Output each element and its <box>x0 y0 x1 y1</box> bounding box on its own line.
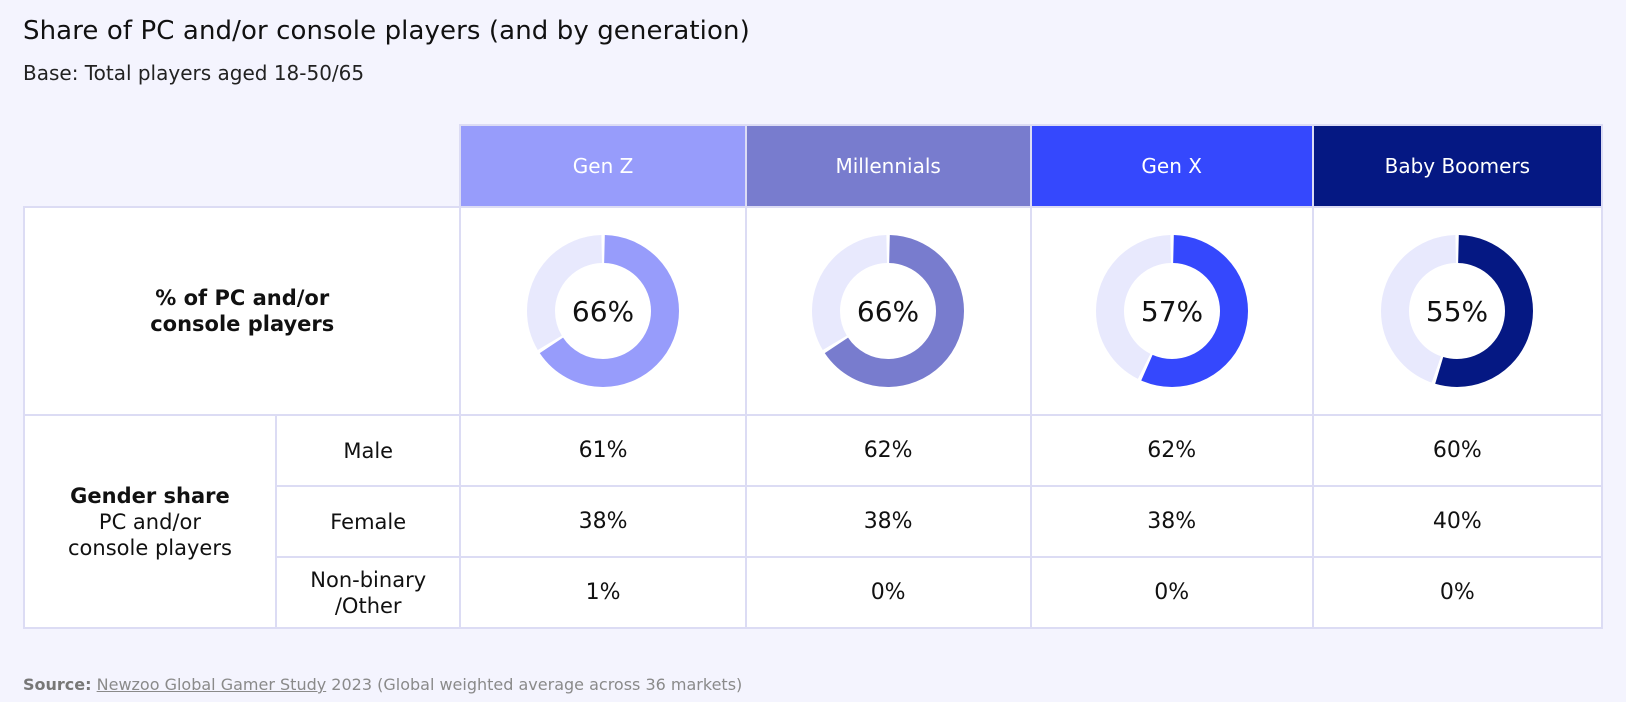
donut-value-label: 66% <box>857 295 919 328</box>
value-female-gen-z: 38% <box>459 485 747 558</box>
gender-share-line2: PC and/or <box>98 509 201 534</box>
donut-value-arc <box>1381 235 1534 387</box>
row-label-other-line1: Non-binary <box>310 567 427 592</box>
row-label-other: Non-binary /Other <box>274 556 462 629</box>
value-other-gen-x: 0% <box>1029 556 1314 629</box>
header-label: Gen Z <box>572 154 634 178</box>
donut-chart-gen-x: 57% <box>1095 235 1248 387</box>
metric-label-line1: % of PC and/or <box>155 286 330 310</box>
donut-value-arc <box>527 235 680 387</box>
donut-remainder-arc <box>1381 235 1534 387</box>
table-row-female: Female 38% 38% 38% 40% <box>24 485 1604 558</box>
donut-remainder-arc <box>1095 235 1248 387</box>
donut-value-label: 66% <box>572 295 634 328</box>
donut-remainder-arc <box>812 235 965 387</box>
metric-label: % of PC and/or console players <box>22 206 462 416</box>
donut-value-arc <box>1095 235 1248 387</box>
gender-share-title: Gender share <box>70 483 230 508</box>
value-other-baby-boomers: 0% <box>1311 556 1604 629</box>
header-millennials: Millennials <box>744 124 1032 208</box>
donut-value-label: 55% <box>1426 295 1488 328</box>
header-label: Gen X <box>1141 154 1202 178</box>
value-other-millennials: 0% <box>744 556 1032 629</box>
donut-chart-millennials: 66% <box>812 235 965 387</box>
donut-chart-baby-boomers: 55% <box>1381 235 1534 387</box>
donut-row: % of PC and/or console players 66% 66% 5… <box>22 206 1604 416</box>
row-label-female: Female <box>274 485 462 558</box>
donut-value-label: 57% <box>1141 295 1203 328</box>
donut-chart-gen-z: 66% <box>527 235 680 387</box>
header-gen-z: Gen Z <box>459 124 747 208</box>
header-row: Gen Z Millennials Gen X Baby Boomers <box>24 124 1604 208</box>
value-male-gen-x: 62% <box>1029 414 1314 487</box>
table-row-other: Non-binary /Other 1% 0% 0% 0% <box>24 556 1604 629</box>
donut-cell-gen-z: 66% <box>459 206 747 416</box>
value-other-gen-z: 1% <box>459 556 747 629</box>
donut-cell-millennials: 66% <box>744 206 1032 416</box>
value-male-millennials: 62% <box>744 414 1032 487</box>
value-female-gen-x: 38% <box>1029 485 1314 558</box>
value-female-millennials: 38% <box>744 485 1032 558</box>
value-male-baby-boomers: 60% <box>1311 414 1604 487</box>
donut-remainder-arc <box>527 235 680 387</box>
table-row-male: Gender share PC and/or console players M… <box>23 414 1604 629</box>
header-spacer <box>24 125 460 207</box>
page-title: Share of PC and/or console players (and … <box>23 16 750 46</box>
source-rest: 2023 (Global weighted average across 36 … <box>331 675 743 694</box>
donut-cell-baby-boomers: 55% <box>1311 206 1604 416</box>
source-link[interactable]: Newzoo Global Gamer Study <box>96 675 327 694</box>
header-label: Baby Boomers <box>1384 154 1531 178</box>
page-subtitle: Base: Total players aged 18-50/65 <box>23 61 365 85</box>
value-male-gen-z: 61% <box>459 414 747 487</box>
gender-share-line3: console players <box>68 535 232 560</box>
row-label-male: Male <box>274 414 462 487</box>
donut-value-arc <box>812 235 965 387</box>
row-label-other-line2: /Other <box>334 593 402 618</box>
source-key: Source: <box>23 675 92 694</box>
header-label: Millennials <box>835 154 941 178</box>
value-female-baby-boomers: 40% <box>1311 485 1604 558</box>
header-baby-boomers: Baby Boomers <box>1311 124 1604 208</box>
donut-cell-gen-x: 57% <box>1029 206 1314 416</box>
metric-label-line2: console players <box>150 312 335 336</box>
generation-table: Gen Z Millennials Gen X Baby Boomers % o… <box>22 124 1604 629</box>
source-note: Source: Newzoo Global Gamer Study 2023 (… <box>23 675 742 694</box>
header-gen-x: Gen X <box>1029 124 1314 208</box>
gender-share-label: Gender share PC and/or console players <box>23 414 277 629</box>
